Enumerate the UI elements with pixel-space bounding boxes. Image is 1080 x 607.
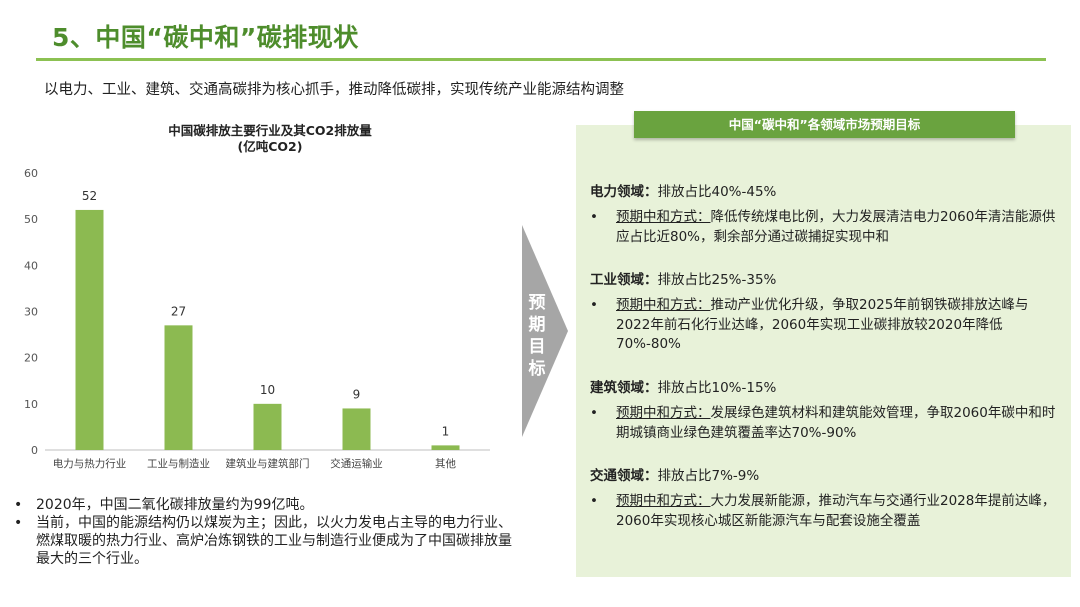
targets-panel: [576, 125, 1071, 577]
notes-list: • 2020年，中国二氧化碳排放量约为99亿吨。 • 当前，中国的能源结构仍以煤…: [14, 496, 514, 568]
sector-method: • 预期中和方式：大力发展新能源，推动汽车与交通行业2028年提前达峰，2060…: [590, 492, 1060, 531]
page-title: 5、中国“碳中和”碳排现状: [52, 23, 359, 52]
y-tick-label: 60: [24, 167, 38, 180]
sector-transport: 交通领域：排放占比7%-9% • 预期中和方式：大力发展新能源，推动汽车与交通行…: [590, 466, 1060, 531]
bullet-icon: •: [14, 515, 23, 531]
sector-header: 电力领域：排放占比40%-45%: [590, 182, 1060, 202]
y-tick-label: 30: [24, 306, 38, 319]
bullet-icon: •: [590, 405, 598, 421]
note-text: 当前，中国的能源结构仍以煤炭为主；因此，以火力发电占主导的电力行业、燃煤取暖的热…: [36, 515, 512, 567]
sector-share: 排放占比7%-9%: [657, 468, 760, 484]
bullet-icon: •: [590, 209, 598, 225]
chart-title: 中国碳排放主要行业及其CO2排放量: [168, 123, 372, 138]
bullet-icon: •: [590, 493, 598, 509]
note-item: • 2020年，中国二氧化碳排放量约为99亿吨。: [14, 496, 514, 514]
targets-panel-banner: 中国“碳中和”各领域市场预期目标: [634, 111, 1015, 138]
arrow-char: 期: [528, 315, 546, 335]
bar: [342, 408, 371, 450]
data-label: 9: [353, 387, 361, 401]
title-divider: [36, 58, 1046, 61]
method-text: 降低传统煤电比例，大力发展清洁电力2060年清洁能源供应占比近80%，剩余部分通…: [616, 209, 1056, 245]
sector-method: • 预期中和方式：发展绿色建筑材料和建筑能效管理，争取2060年碳中和时期城镇商…: [590, 404, 1060, 443]
sector-name: 建筑领域：: [590, 380, 658, 396]
arrow-char: 目: [528, 337, 546, 357]
bar: [431, 445, 460, 450]
sector-header: 工业领域：排放占比25%-35%: [590, 270, 1060, 290]
sector-header: 交通领域：排放占比7%-9%: [590, 466, 1060, 486]
note-item: • 当前，中国的能源结构仍以煤炭为主；因此，以火力发电占主导的电力行业、燃煤取暖…: [14, 514, 514, 568]
y-tick-label: 20: [24, 352, 38, 365]
bar: [75, 209, 104, 450]
data-label: 52: [82, 189, 97, 203]
y-tick-label: 50: [24, 213, 38, 226]
bullet-icon: •: [14, 497, 23, 513]
sector-share: 排放占比10%-15%: [657, 380, 777, 396]
method-label: 预期中和方式：: [616, 493, 711, 509]
x-tick-label: 交通运输业: [330, 457, 383, 470]
method-text: 大力发展新能源，推动汽车与交通行业2028年提前达峰，2060年实现核心城区新能…: [616, 493, 1056, 529]
x-tick-label: 建筑业与建筑部门: [226, 457, 310, 470]
x-tick-label: 其他: [435, 457, 456, 470]
method-label: 预期中和方式：: [616, 209, 711, 225]
method-text: 推动产业优化升级，争取2025年前钢铁碳排放达峰与2022年前石化行业达峰，20…: [616, 297, 1029, 352]
y-tick-label: 10: [24, 398, 38, 411]
bullet-icon: •: [590, 297, 598, 313]
y-tick-label: 0: [31, 444, 38, 457]
arrow-char: 预: [528, 293, 546, 313]
sector-building: 建筑领域：排放占比10%-15% • 预期中和方式：发展绿色建筑材料和建筑能效管…: [590, 378, 1060, 443]
data-label: 1: [442, 424, 450, 438]
bar: [164, 325, 193, 450]
method-label: 预期中和方式：: [616, 297, 711, 313]
method-text: 发展绿色建筑材料和建筑能效管理，争取2060年碳中和时期城镇商业绿色建筑覆盖率达…: [616, 405, 1056, 441]
sector-name: 电力领域：: [590, 184, 658, 200]
emissions-bar-chart: 0 10 20 30 40 50 60 52 电力与热力行业 27 工业与制造业 10 建筑业与建筑部门…: [24, 167, 490, 470]
sector-method: • 预期中和方式：推动产业优化升级，争取2025年前钢铁碳排放达峰与2022年前…: [590, 296, 1060, 355]
note-text: 2020年，中国二氧化碳排放量约为99亿吨。: [36, 497, 314, 513]
page-subtitle: 以电力、工业、建筑、交通高碳排为核心抓手，推动降低碳排，实现传统产业能源结构调整: [44, 82, 624, 98]
data-label: 10: [260, 383, 275, 397]
sector-name: 工业领域：: [590, 272, 658, 288]
bar: [253, 403, 282, 450]
chart-unit: (亿吨CO2): [237, 139, 303, 154]
sector-name: 交通领域：: [590, 468, 658, 484]
sector-industry: 工业领域：排放占比25%-35% • 预期中和方式：推动产业优化升级，争取202…: [590, 270, 1060, 355]
sector-method: • 预期中和方式：降低传统煤电比例，大力发展清洁电力2060年清洁能源供应占比近…: [590, 208, 1060, 247]
arrow-char: 标: [528, 359, 546, 379]
data-label: 27: [171, 304, 186, 318]
sector-share: 排放占比25%-35%: [657, 272, 777, 288]
sector-share: 排放占比40%-45%: [657, 184, 777, 200]
chevron-arrow-icon: [522, 225, 568, 437]
sector-header: 建筑领域：排放占比10%-15%: [590, 378, 1060, 398]
chart-title-block: 中国碳排放主要行业及其CO2排放量 (亿吨CO2): [110, 123, 430, 155]
arrow-label: 预 期 目 标: [524, 292, 550, 380]
x-tick-label: 电力与热力行业: [53, 457, 127, 470]
method-label: 预期中和方式：: [616, 405, 711, 421]
sector-power: 电力领域：排放占比40%-45% • 预期中和方式：降低传统煤电比例，大力发展清…: [590, 182, 1060, 247]
x-tick-label: 工业与制造业: [147, 457, 210, 470]
y-tick-label: 40: [24, 259, 38, 272]
